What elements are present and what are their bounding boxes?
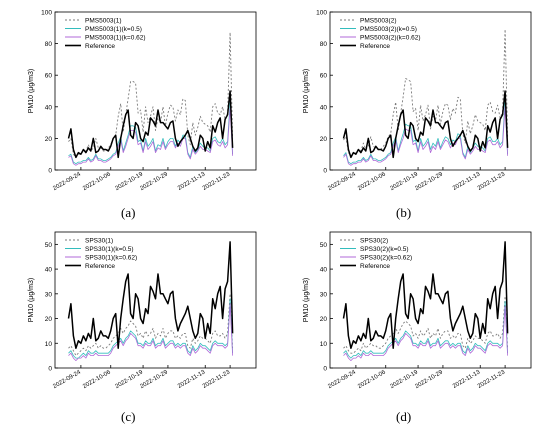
legend-label: SPS30(2) (360, 238, 388, 245)
plot-frame (329, 231, 532, 369)
series-line-1 (343, 28, 509, 157)
series-line-4 (342, 90, 509, 159)
plot-frame (54, 11, 257, 171)
series-line-2 (343, 300, 508, 359)
y-tick-label: 30 (320, 291, 328, 298)
series-line-2 (68, 101, 233, 165)
y-axis-label: PM10 (μg/m3) (303, 278, 310, 323)
series-line-1 (343, 295, 509, 354)
y-tick-label: 20 (320, 136, 328, 143)
caption-d: (d) (396, 409, 412, 424)
series-line-4 (67, 241, 234, 349)
x-tick-label: 2022-09-24 (52, 369, 82, 390)
x-tick-label: 2022-09-24 (327, 171, 357, 192)
y-tick-label: 20 (320, 316, 328, 323)
y-tick-label: 60 (45, 73, 53, 80)
legend-label: Reference (85, 263, 115, 270)
legend-label: Reference (360, 263, 390, 270)
y-axis-label: PM10 (μg/m3) (28, 69, 35, 114)
x-tick-label: 2022-11-23 (202, 171, 232, 192)
x-tick-label: 2022-10-29 (414, 171, 444, 192)
legend-label: PMS5003(1)(k=0.5) (85, 26, 142, 33)
legend-label: PMS5003(2)(k=0.62) (360, 35, 421, 42)
series-line-3 (68, 303, 233, 362)
plot-frame (54, 231, 257, 369)
series-line-4 (342, 241, 509, 349)
x-tick-label: 2022-11-23 (477, 369, 507, 390)
x-tick-label: 2022-09-24 (52, 171, 82, 192)
x-tick-label: 2022-10-29 (414, 369, 444, 390)
y-tick-label: 20 (45, 316, 53, 323)
legend-label: Reference (85, 43, 115, 50)
caption-b: (b) (396, 205, 412, 220)
y-tick-label: 100 (41, 10, 52, 17)
x-tick-label: 2022-10-29 (139, 369, 169, 390)
y-tick-label: 40 (45, 104, 53, 111)
series-line-3 (68, 108, 233, 166)
x-tick-label: 2022-10-06 (357, 369, 387, 390)
y-tick-label: 30 (45, 291, 53, 298)
x-tick-label: 2022-10-29 (139, 171, 169, 192)
y-axis-label: PM10 (μg/m3) (28, 278, 35, 323)
y-tick-label: 80 (45, 41, 53, 48)
legend-label: SPS30(2)(k=0.62) (360, 255, 412, 262)
y-tick-label: 60 (320, 73, 328, 80)
series-line-2 (343, 100, 508, 165)
x-tick-label: 2022-10-06 (82, 369, 112, 390)
legend-label: SPS30(1)(k=0.62) (85, 255, 137, 262)
y-tick-label: 0 (323, 168, 327, 175)
legend-label: Reference (360, 43, 390, 50)
legend-label: SPS30(2)(k=0.5) (360, 246, 409, 253)
x-tick-label: 2022-11-23 (477, 171, 507, 192)
y-tick-label: 40 (45, 267, 53, 274)
y-tick-label: 20 (45, 136, 53, 143)
legend-label: SPS30(1) (85, 238, 113, 245)
caption-c: (c) (121, 409, 136, 424)
y-tick-label: 10 (45, 341, 53, 348)
legend-label: PMS5003(2) (360, 18, 397, 25)
x-tick-label: 2022-09-24 (327, 369, 357, 390)
y-tick-label: 10 (320, 341, 328, 348)
y-tick-label: 40 (320, 104, 328, 111)
legend-label: PMS5003(1)(k=0.62) (85, 35, 146, 42)
y-tick-label: 40 (320, 267, 328, 274)
series-line-1 (68, 32, 234, 158)
series-line-2 (68, 298, 233, 359)
legend-label: PMS5003(2)(k=0.5) (360, 26, 417, 33)
x-tick-label: 2022-11-23 (202, 369, 232, 390)
plot-frame (329, 11, 532, 171)
y-tick-label: 50 (320, 242, 328, 249)
y-tick-label: 50 (45, 242, 53, 249)
series-line-4 (67, 90, 234, 159)
y-tick-label: 0 (48, 366, 52, 373)
y-tick-label: 0 (323, 366, 327, 373)
y-tick-label: 80 (320, 41, 328, 48)
x-tick-label: 2022-10-06 (82, 171, 112, 192)
y-tick-label: 100 (316, 10, 327, 17)
legend-label: SPS30(1)(k=0.5) (85, 246, 134, 253)
series-line-3 (343, 305, 508, 362)
y-tick-label: 0 (48, 168, 52, 175)
legend-label: PMS5003(1) (85, 18, 122, 25)
x-tick-label: 2022-10-06 (357, 171, 387, 192)
y-axis-label: PM10 (μg/m3) (303, 69, 310, 114)
caption-a: (a) (121, 205, 136, 220)
